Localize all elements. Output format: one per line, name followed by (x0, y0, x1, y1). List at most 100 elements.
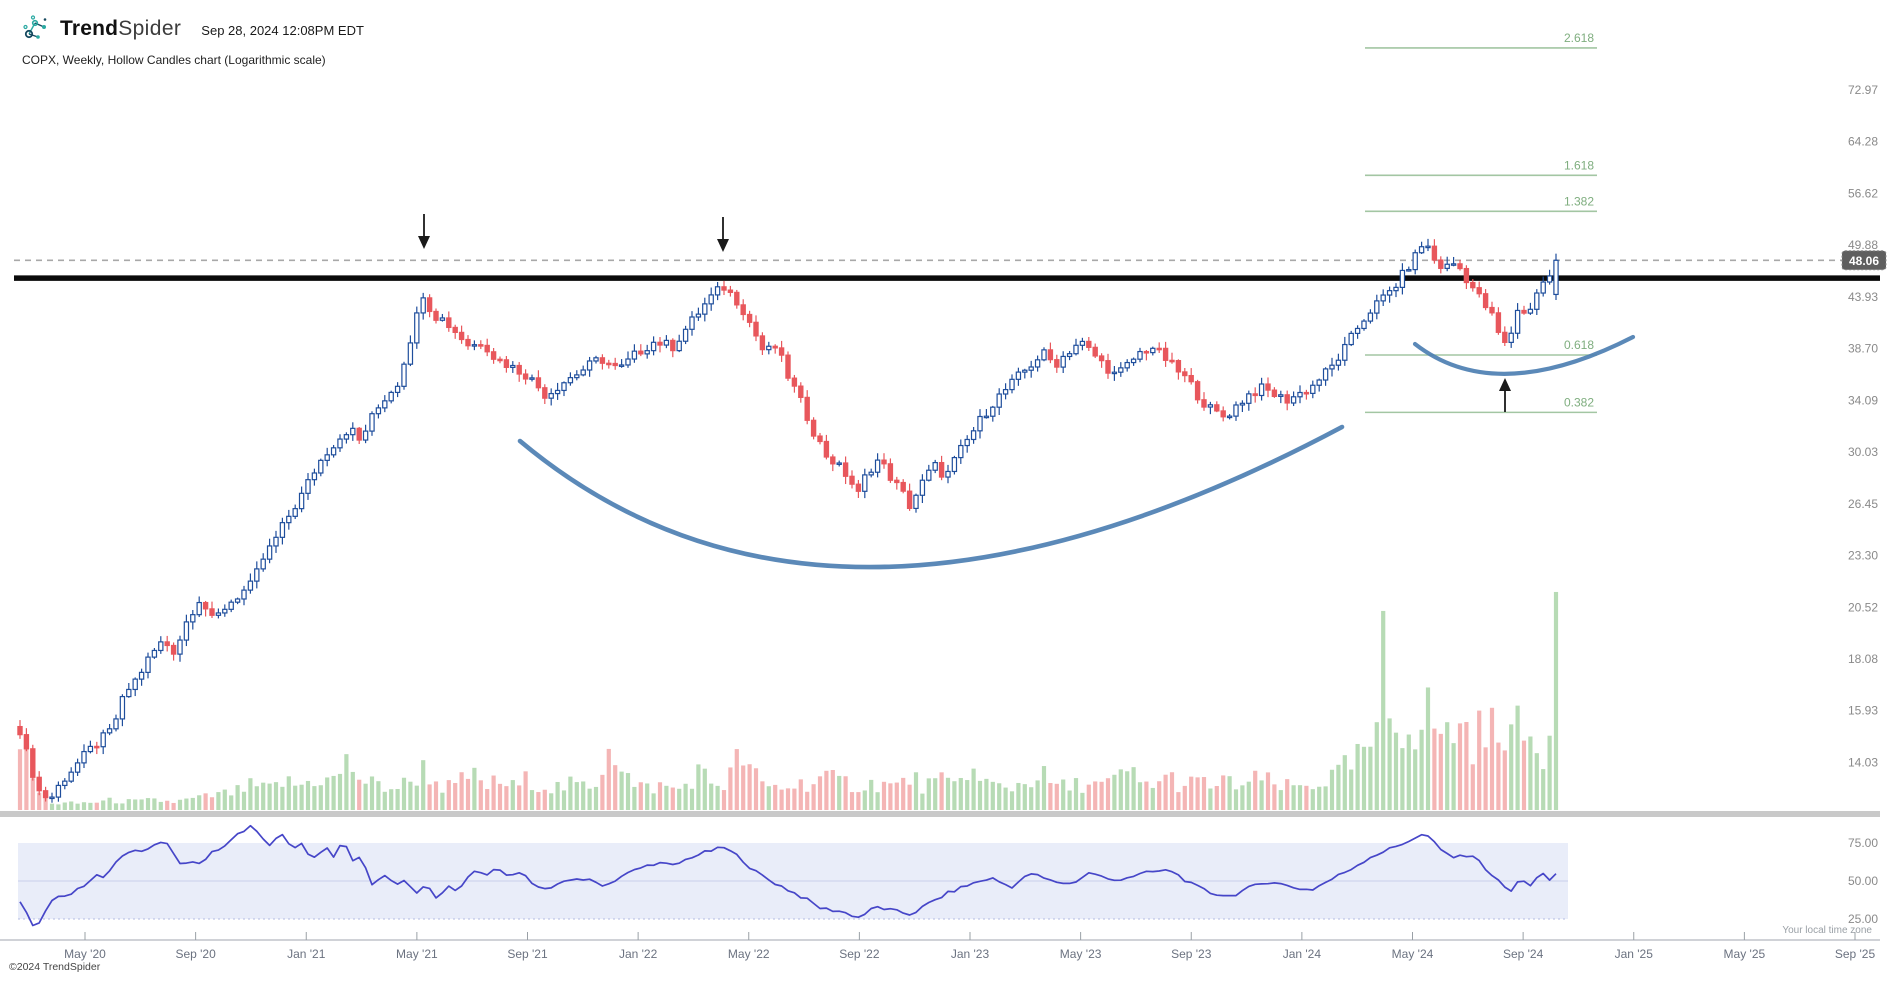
volume-bar (529, 790, 535, 810)
candle-body (695, 313, 702, 318)
candle-body (407, 342, 414, 365)
volume-bar (779, 789, 784, 810)
volume-bar (875, 792, 880, 810)
timezone-note: Your local time zone (1782, 925, 1872, 936)
candle-body (382, 400, 388, 409)
fib-level-label: 2.618 (1564, 31, 1594, 45)
date-axis-label: Sep '25 (1835, 947, 1876, 961)
volume-bar (1285, 779, 1290, 810)
candle-body (426, 297, 433, 313)
volume-bar (1061, 779, 1066, 810)
volume-bar (94, 802, 99, 810)
volume-bar (197, 795, 202, 810)
volume-bar (657, 782, 663, 810)
volume-bar (139, 799, 144, 810)
volume-bar (376, 781, 381, 810)
volume-bar (613, 765, 618, 810)
candle-body (1169, 359, 1175, 363)
volume-bar (203, 793, 208, 810)
candle-body (631, 350, 638, 360)
chart-subtitle: COPX, Weekly, Hollow Candles chart (Loga… (22, 53, 326, 67)
volume-bar (728, 767, 733, 810)
price-axis-label: 30.03 (1848, 445, 1878, 459)
volume-bar (427, 784, 432, 810)
candle-body (1354, 327, 1361, 334)
candle-body (81, 750, 87, 764)
volume-bar (145, 798, 151, 810)
candle-body (612, 362, 618, 367)
candle-body (420, 297, 426, 314)
date-axis-label: Jan '21 (287, 947, 326, 961)
date-axis-label: May '24 (1392, 947, 1434, 961)
volume-bar (485, 789, 490, 810)
chart-header: TrendSpider Sep 28, 2024 12:08PM EDT COP… (22, 14, 364, 67)
trendspider-logo-icon (23, 15, 47, 39)
candle-body (977, 415, 983, 432)
candle-body (222, 608, 228, 614)
volume-bar (1067, 790, 1072, 810)
candle-body (855, 483, 862, 492)
candle-body (830, 456, 836, 465)
candle-body (1514, 309, 1521, 334)
volume-bar (459, 772, 464, 810)
candle-body (529, 377, 535, 380)
candle-body (753, 321, 759, 337)
volume-bar (1189, 776, 1194, 810)
volume-bar (261, 782, 266, 810)
volume-bar (792, 788, 797, 810)
candle-body (983, 415, 990, 419)
volume-bar (1176, 792, 1181, 810)
candle-body (100, 732, 106, 748)
volume-bar (1099, 781, 1104, 810)
candle-body (778, 347, 785, 356)
date-axis-label: Jan '25 (1615, 947, 1654, 961)
volume-bar (229, 795, 234, 810)
candle-body (1079, 340, 1086, 346)
volume-bar (357, 779, 362, 810)
volume-bar (824, 770, 829, 810)
volume-bar (43, 796, 48, 810)
price-axis-label: 72.97 (1848, 83, 1878, 97)
volume-bar (299, 784, 304, 810)
copyright-note: ©2024 TrendSpider (9, 961, 101, 973)
volume-bar (267, 783, 272, 810)
volume-bar (1125, 771, 1130, 810)
volume-bar (101, 800, 106, 810)
candle-body (1534, 292, 1540, 310)
candle-body (356, 427, 362, 441)
candle-body (900, 481, 906, 492)
candle-body (1412, 252, 1418, 271)
volume-bar (849, 792, 855, 810)
volume-bar (1381, 610, 1386, 810)
rsi-axis-label: 50.00 (1848, 874, 1878, 888)
candle-body (1418, 246, 1425, 254)
candle-body (1054, 359, 1060, 368)
volume-bar (894, 782, 899, 810)
volume-bar (1016, 782, 1021, 810)
date-axis-label: Sep '20 (175, 947, 216, 961)
date-axis-label: Jan '22 (619, 947, 658, 961)
candle-body (228, 601, 234, 610)
candle-body (1284, 394, 1290, 404)
cup-arc (517, 424, 1345, 570)
volume-bar (1195, 777, 1200, 810)
candle-body (1546, 275, 1553, 283)
price-axis-label: 64.28 (1848, 135, 1878, 149)
pane-divider (0, 811, 1880, 817)
volume-bar (363, 783, 368, 810)
candle-body (401, 363, 407, 387)
date-axis-label: Sep '21 (507, 947, 548, 961)
volume-bar (817, 776, 823, 810)
volume-bar (958, 777, 963, 810)
candle-body (510, 364, 516, 369)
candle-body (945, 470, 951, 478)
volume-bar (1054, 783, 1059, 810)
volume-bar (478, 780, 483, 810)
last-price-badge: 48.06 (1841, 250, 1887, 271)
volume-bar (555, 781, 560, 810)
candle-body (676, 340, 682, 352)
volume-bar (254, 786, 259, 810)
volume-bar (1553, 591, 1559, 810)
candle-body (894, 479, 900, 484)
